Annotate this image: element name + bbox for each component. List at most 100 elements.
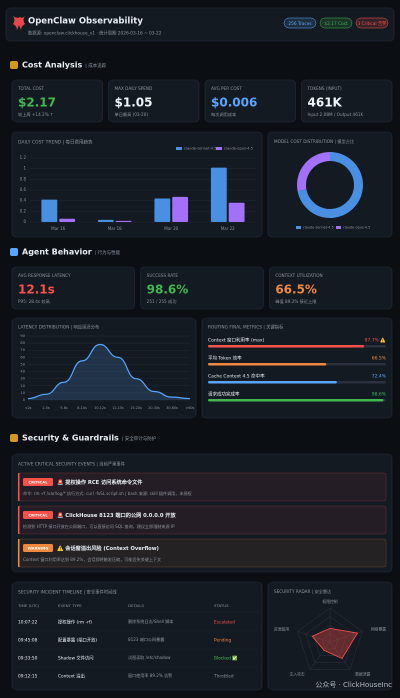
legend-swatch	[176, 147, 182, 150]
kpi-label: CONTEXT UTILIZATION	[275, 273, 322, 278]
event-badge	[23, 478, 53, 486]
event-box	[17, 505, 387, 535]
bar	[41, 199, 58, 222]
cell-type: 配置暴露 (端口开放)	[58, 637, 97, 644]
legend-swatch	[216, 147, 222, 150]
chart-title: LATENCY DISTRIBUTION | 响应延迟分布	[18, 324, 100, 331]
radar-axis-label: 数据泄露	[355, 671, 370, 676]
radar-axis-label: 资源滥用	[274, 627, 289, 632]
legend-label: claude-sonnet-4.5	[184, 147, 217, 151]
x-tick-label: 10-12s	[94, 406, 106, 410]
metric-value: 98.6%	[372, 392, 387, 398]
kpi-value: 12.1s	[18, 283, 55, 297]
badge	[319, 17, 353, 29]
bar	[172, 196, 189, 222]
kpi-label: MAX DAILY SPEND	[115, 86, 153, 91]
progress-bar	[208, 363, 327, 366]
bar	[115, 220, 132, 222]
header-subtitle: 数据源: openclaw.clickhouse_v1 · 统计周期 2026-…	[28, 30, 162, 37]
cell-time: 10:07:22	[18, 620, 38, 626]
x-tick-label: Mar 16	[51, 226, 65, 231]
legend-label: claude-sonnet-4.5	[303, 226, 334, 230]
section-subheading: | 安全审计与防护	[122, 435, 157, 442]
event-text: 命令: rm -rf /var/log/* 执行方式: curl -fsSL s…	[23, 490, 192, 496]
radar-axis-label: 权限控制	[322, 599, 337, 604]
radar-axis-label: 网络暴露	[371, 627, 386, 632]
event-accent	[18, 539, 20, 567]
kpi-value: 98.6%	[147, 283, 189, 297]
section-subheading: | 成本追踪	[85, 62, 106, 69]
kpi-value: 66.5%	[275, 283, 317, 297]
metric-value: 66.5%	[372, 356, 387, 362]
cell-type: Shadow 文件访问	[58, 655, 94, 662]
cell-type: 提权操作 (rm -rf)	[58, 619, 92, 626]
y-tick-label: 20	[20, 384, 25, 388]
kpi-card	[11, 79, 103, 123]
kpi-value: 461K	[308, 96, 343, 110]
metric-label: Context 窗口利用率 (max)	[208, 337, 265, 344]
y-tick-label: 70	[20, 348, 25, 352]
column-header: EVENT TYPE	[58, 603, 82, 608]
metric-value: 72.4%	[372, 374, 387, 380]
y-tick-label: 1.2	[20, 155, 27, 160]
watermark: 公众号 · ClickHouseInc	[315, 681, 392, 689]
metric-label: 平均 Token 效率	[208, 355, 242, 362]
x-tick-label: Mar 20	[164, 226, 178, 231]
x-tick-label: 12-15s	[112, 406, 124, 410]
event-box	[17, 472, 387, 502]
radar-ring	[313, 624, 347, 657]
radar-ring	[297, 607, 363, 670]
y-tick-label: 90	[20, 334, 25, 338]
radar-area	[311, 627, 359, 660]
logo	[13, 16, 25, 30]
kpi-value: $1.05	[115, 96, 153, 110]
chart-title: SECURITY INCIDENT TIMELINE | 安全事件时间线	[18, 589, 117, 596]
event-level: CRITICAL	[28, 512, 48, 517]
radar-ring	[321, 633, 339, 650]
events-card	[11, 453, 393, 573]
section-heading: Cost Analysis	[22, 61, 82, 70]
kpi-label: SUCCESS RATE	[147, 273, 179, 278]
y-tick-label: 40	[20, 370, 25, 374]
event-text: Context 窗口利用率达到 89.2%，会话即将触发压缩，可能丢失关键上下文	[23, 556, 161, 562]
metric-label: 请求成功完成率	[208, 391, 240, 398]
kpi-label: AVG RESPONSE LATENCY	[18, 273, 71, 278]
latency-area	[28, 344, 190, 400]
column-header: STATUS	[214, 603, 229, 608]
radar-ring	[305, 616, 355, 663]
legend-label: claude-opus-4.5	[343, 226, 370, 230]
header-title: OpenClaw Observability	[28, 17, 143, 27]
metrics-card	[201, 317, 393, 419]
section-heading: Security & Guardrails	[22, 434, 119, 443]
progress-bar	[208, 345, 365, 348]
donut-slice	[296, 151, 330, 192]
x-tick-label: 30-60s	[166, 406, 178, 410]
cell-detail: 窗口使用率 89.2% 告警	[128, 672, 172, 678]
event-level: WARNING	[28, 545, 49, 550]
y-tick-label: 80	[20, 341, 25, 345]
kpi-card	[204, 79, 296, 123]
radar-axis-label: 注入攻击	[290, 671, 305, 676]
x-tick-label: 20-30s	[148, 406, 160, 410]
x-tick-label: 5-8s	[60, 406, 68, 410]
y-tick-label: 0	[23, 398, 26, 402]
kpi-label: TOKENS (INPUT)	[307, 86, 343, 91]
chart-title: MODEL COST DISTRIBUTION | 模型占比	[274, 138, 354, 145]
y-tick-label: 50	[20, 362, 25, 366]
chart-title: DAILY COST TREND | 每日费用趋势	[18, 139, 93, 146]
kpi-card	[108, 79, 200, 123]
bar	[97, 219, 114, 222]
y-tick-label: 0.4	[20, 198, 27, 203]
chart-card	[267, 131, 393, 238]
metric-label: Cache Context 4.5 命中率	[208, 373, 265, 380]
legend-swatch	[336, 226, 341, 229]
kpi-note: 峰值 89.2% 接近上限	[275, 298, 317, 305]
kpi-note: P95: 28.4s 较高	[18, 298, 50, 305]
y-tick-label: 0.2	[20, 208, 27, 213]
kpi-card	[140, 266, 264, 310]
y-tick-label: 30	[20, 377, 25, 381]
event-badge	[23, 511, 53, 519]
chart-title: SECURITY RADAR | 安全雷达	[274, 588, 332, 595]
kpi-card	[269, 266, 393, 310]
